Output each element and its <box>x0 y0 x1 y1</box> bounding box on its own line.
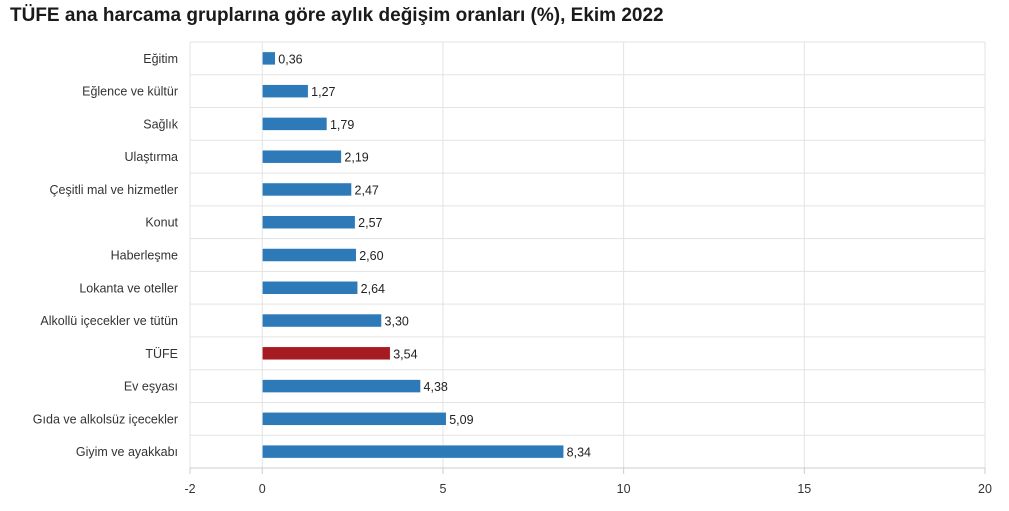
bar <box>262 346 391 361</box>
data-label: 3,30 <box>385 315 409 329</box>
data-label: 8,34 <box>567 446 591 460</box>
bar <box>262 51 276 66</box>
bar <box>262 444 564 459</box>
data-label: 4,38 <box>424 380 448 394</box>
category-label: Konut <box>145 216 178 230</box>
category-label: Lokanta ve oteller <box>79 281 178 295</box>
data-label: 2,47 <box>355 183 379 197</box>
x-tick-label: 5 <box>439 482 446 496</box>
category-label: Eğlence ve kültür <box>82 85 178 99</box>
bar <box>262 117 328 131</box>
category-label: Çeşitli mal ve hizmetler <box>49 183 178 197</box>
data-label: 5,09 <box>449 413 473 427</box>
bar <box>262 281 358 295</box>
category-label: Alkollü içecekler ve tütün <box>40 314 178 328</box>
data-label: 0,36 <box>278 52 302 66</box>
category-label: Ulaştırma <box>125 150 179 164</box>
category-label: Ev eşyası <box>124 380 178 394</box>
category-label: Eğitim <box>143 52 178 66</box>
category-label: Sağlık <box>143 117 178 131</box>
bar <box>262 84 309 98</box>
category-label: Giyim ve ayakkabı <box>76 445 178 459</box>
x-tick-label: 10 <box>617 482 631 496</box>
data-label: 2,19 <box>344 151 368 165</box>
bar <box>262 313 382 328</box>
category-label: Haberleşme <box>111 249 178 263</box>
bar <box>262 379 421 393</box>
data-label: 2,57 <box>358 216 382 230</box>
bar <box>262 182 352 197</box>
bar <box>262 149 342 164</box>
bar <box>262 215 356 229</box>
x-tick-label: -2 <box>184 482 195 496</box>
x-tick-label: 20 <box>978 482 992 496</box>
category-label: Gıda ve alkolsüz içecekler <box>33 412 178 426</box>
chart-title: TÜFE ana harcama gruplarına göre aylık d… <box>10 5 664 26</box>
data-label: 1,27 <box>311 85 335 99</box>
x-tick-label: 15 <box>797 482 811 496</box>
data-label: 1,79 <box>330 118 354 132</box>
bar <box>262 248 357 262</box>
data-label: 2,60 <box>359 249 383 263</box>
bar <box>262 412 447 426</box>
data-label: 3,54 <box>393 347 417 361</box>
data-label: 2,64 <box>361 282 385 296</box>
x-tick-label: 0 <box>259 482 266 496</box>
category-label: TÜFE <box>145 347 178 361</box>
